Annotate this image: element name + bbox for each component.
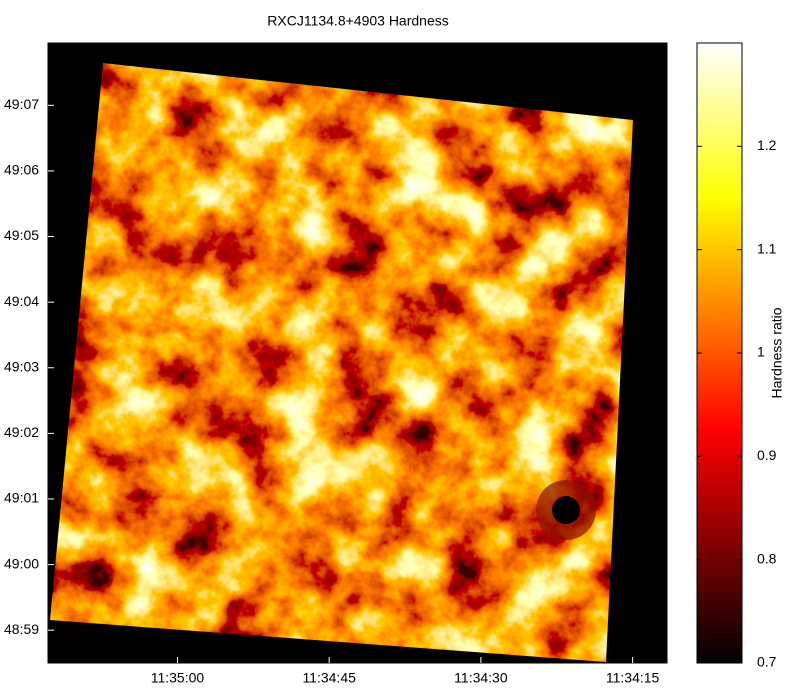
colorbar-tick-label: 1.1 (757, 240, 777, 256)
heatmap-image (50, 63, 633, 662)
y-tick-label: 49:05 (4, 227, 39, 243)
y-tick-label: 49:00 (4, 555, 39, 571)
plot-frame (47, 42, 668, 664)
y-tick-label: 49:04 (4, 293, 39, 309)
colorbar (696, 42, 743, 664)
y-tick-label: 49:06 (4, 162, 39, 178)
colorbar-tick-label: 0.9 (757, 447, 777, 463)
y-tick-label: 49:07 (4, 96, 39, 112)
y-tick-label: 49:03 (4, 358, 39, 374)
x-tick-label: 11:34:15 (606, 670, 660, 686)
y-tick-label: 48:59 (4, 621, 39, 637)
chart-title: RXCJ1134.8+4903 Hardness (267, 13, 448, 29)
colorbar-tick-label: 1.2 (757, 137, 777, 153)
colorbar-tick-label: 1 (757, 344, 765, 360)
heatmap-texture (50, 63, 633, 662)
colorbar-tick-label: 0.7 (757, 654, 777, 670)
x-tick-label: 11:34:45 (302, 670, 356, 686)
colorbar-label: Hardness ratio (769, 307, 785, 398)
y-tick-label: 49:02 (4, 424, 39, 440)
source-core (552, 496, 580, 524)
y-tick-label: 49:01 (4, 490, 39, 506)
x-tick-label: 11:35:00 (151, 670, 205, 686)
x-tick-label: 11:34:30 (454, 670, 508, 686)
colorbar-tick-label: 0.8 (757, 550, 777, 566)
